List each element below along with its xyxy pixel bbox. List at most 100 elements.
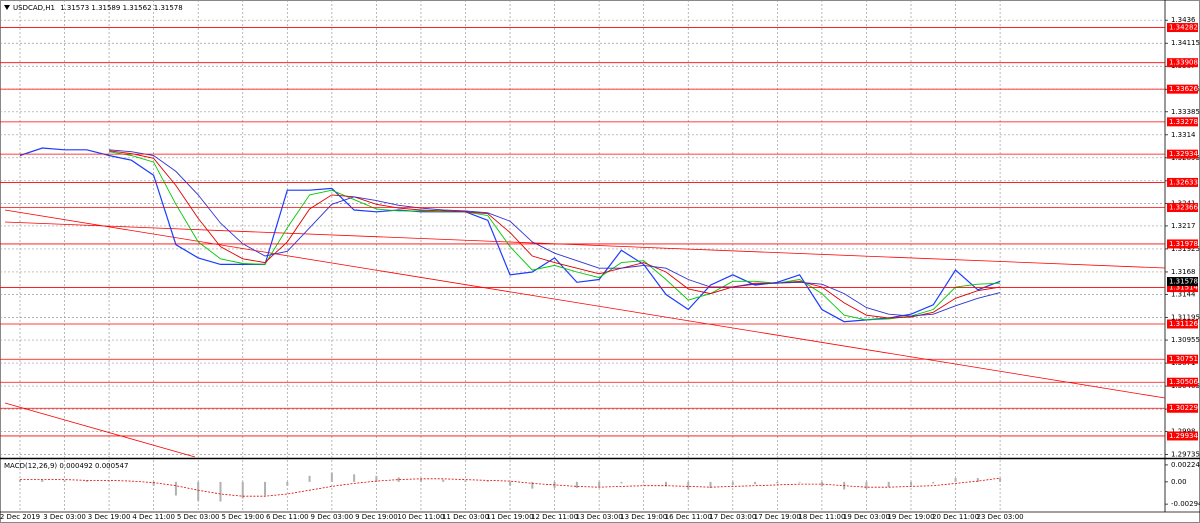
- level-label: 1.33626: [1169, 85, 1198, 93]
- moving-average: [109, 149, 1001, 317]
- level-label-bg: [1167, 58, 1198, 68]
- macd-bar: [754, 481, 757, 485]
- level-label: 1.31978: [1169, 240, 1198, 248]
- plot: [0, 27, 1165, 502]
- level-label: 1.32366: [1169, 204, 1198, 212]
- macd-bar: [197, 481, 200, 501]
- macd-bar: [642, 481, 645, 483]
- macd-bar: [241, 481, 244, 499]
- open: 1.31573: [60, 4, 89, 12]
- x-tick-label: 19 Dec 03:00: [843, 513, 890, 521]
- x-tick-label: 5 Dec 03:00: [177, 513, 220, 521]
- macd-bar: [910, 481, 912, 486]
- level-label: 1.30751: [1169, 355, 1198, 363]
- macd-bar: [776, 481, 779, 484]
- y-tick-label: -0.00294: [1171, 500, 1200, 508]
- macd-bar: [264, 481, 267, 496]
- chart-header: USDCAD,H1 1.31573 1.31589 1.31562 1.3157…: [13, 4, 183, 12]
- level-label-bg: [1167, 319, 1198, 329]
- y-tick-label: 1.34115: [1171, 39, 1200, 47]
- level-label-bg: [1167, 283, 1198, 293]
- x-tick-label: 18 Dec 11:00: [798, 513, 845, 521]
- x-tick-label: 9 Dec 03:00: [311, 513, 354, 521]
- y-tick-label: 1.31925: [1171, 245, 1200, 253]
- level-label: 1.32633: [1169, 178, 1198, 186]
- macd-bar: [63, 480, 66, 482]
- x-tick-label: 3 Dec 03:00: [43, 513, 86, 521]
- level-label-bg: [1167, 403, 1198, 413]
- y-tick-label: 1.29735: [1171, 451, 1200, 459]
- macd-bar: [108, 481, 111, 482]
- macd-bar: [531, 481, 534, 489]
- trend-line: [4, 221, 1166, 269]
- x-tick-label: 16 Dec 11:00: [665, 513, 712, 521]
- x-tick-label: 19 Dec 19:00: [887, 513, 934, 521]
- level-label-bg: [1167, 177, 1198, 187]
- macd-bar: [152, 481, 155, 486]
- x-tick-label: 17 Dec 03:00: [709, 513, 756, 521]
- y-tick-label: 1.33385: [1171, 108, 1200, 116]
- x-tick-label: 23 Dec 03:00: [977, 513, 1024, 521]
- macd-bar: [798, 481, 801, 483]
- y-tick-label: 1.3217: [1171, 222, 1196, 230]
- level-label: 1.31126: [1169, 320, 1198, 328]
- macd-value: 0.000492: [59, 462, 92, 470]
- y-tick-label: 0.00: [1171, 478, 1187, 486]
- level-label: 1.33908: [1169, 59, 1198, 67]
- level-label-bg: [1167, 431, 1198, 441]
- signal-value: 0.000547: [95, 462, 128, 470]
- macd-bar: [308, 475, 311, 482]
- x-tick-label: 4 Dec 11:00: [132, 513, 175, 521]
- x-tick-label: 11 Dec 19:00: [487, 513, 534, 521]
- level-label-bg: [1167, 239, 1198, 249]
- macd-header: MACD(12,26,9) 0.000492 0.000547: [4, 462, 128, 470]
- macd-bar: [575, 481, 578, 488]
- level-label-bg: [1167, 84, 1198, 94]
- macd-bar: [486, 481, 489, 482]
- bid-label-bg: [1167, 277, 1198, 287]
- x-tick-label: 20 Dec 11:00: [932, 513, 979, 521]
- macd-bar: [419, 478, 422, 482]
- macd-bar: [999, 478, 1002, 482]
- macd-bar: [976, 478, 979, 482]
- macd-bar: [620, 481, 623, 484]
- macd-bar: [397, 477, 400, 482]
- signal-line: [20, 477, 1001, 497]
- macd-bar: [174, 481, 177, 496]
- y-tick-label: 1.3436: [1171, 16, 1196, 24]
- x-tick-label: 10 Dec 11:00: [397, 513, 444, 521]
- level-label: 1.29934: [1169, 432, 1198, 440]
- x-tick-label: 2 Dec 2019: [0, 513, 40, 521]
- macd-bar: [330, 472, 333, 482]
- bid-label: 1.31578: [1169, 278, 1198, 286]
- x-tick-label: 12 Dec 11:00: [531, 513, 578, 521]
- moving-average: [109, 151, 1001, 321]
- x-tick-label: 11 Dec 03:00: [442, 513, 489, 521]
- menu-arrow[interactable]: [4, 5, 10, 10]
- level-label-bg: [1167, 203, 1198, 213]
- macd-bar: [509, 481, 512, 486]
- low: 1.31562: [123, 4, 152, 12]
- trend-line: [4, 402, 196, 458]
- macd-bar: [85, 480, 88, 482]
- level-label-bg: [1167, 354, 1198, 364]
- price-line: [19, 147, 1001, 323]
- macd-bar: [954, 478, 957, 482]
- macd-bar: [865, 481, 868, 489]
- macd-bar: [286, 481, 289, 486]
- y-tick-label: 1.3144: [1171, 290, 1196, 298]
- y-tick-label: 0.00224: [1171, 461, 1200, 469]
- macd-title: MACD(12,26,9): [4, 462, 57, 470]
- macd-bar: [442, 479, 445, 482]
- macd-bar: [820, 481, 823, 487]
- grid: [0, 0, 1165, 512]
- x-tick-label: 13 Dec 03:00: [576, 513, 623, 521]
- level-label: 1.31514: [1169, 284, 1198, 292]
- macd-bar: [731, 481, 734, 485]
- x-tick-label: 17 Dec 19:00: [754, 513, 801, 521]
- moving-average: [109, 150, 1001, 319]
- macd-bar: [41, 479, 44, 482]
- macd-bar: [219, 481, 222, 502]
- level-label: 1.32934: [1169, 150, 1198, 158]
- macd-bar: [664, 481, 667, 487]
